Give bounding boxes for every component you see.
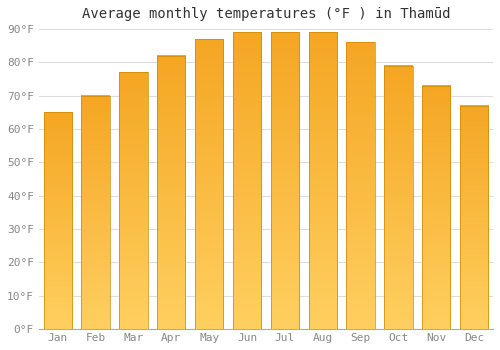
Bar	[82, 96, 110, 329]
Bar	[384, 66, 412, 329]
Bar	[346, 42, 375, 329]
Bar	[233, 33, 261, 329]
Title: Average monthly temperatures (°F ) in Thamūd: Average monthly temperatures (°F ) in Th…	[82, 7, 450, 21]
Bar	[460, 106, 488, 329]
Bar	[119, 72, 148, 329]
Bar	[422, 86, 450, 329]
Bar	[44, 112, 72, 329]
Bar	[195, 39, 224, 329]
Bar	[157, 56, 186, 329]
Bar	[270, 33, 299, 329]
Bar	[308, 33, 337, 329]
